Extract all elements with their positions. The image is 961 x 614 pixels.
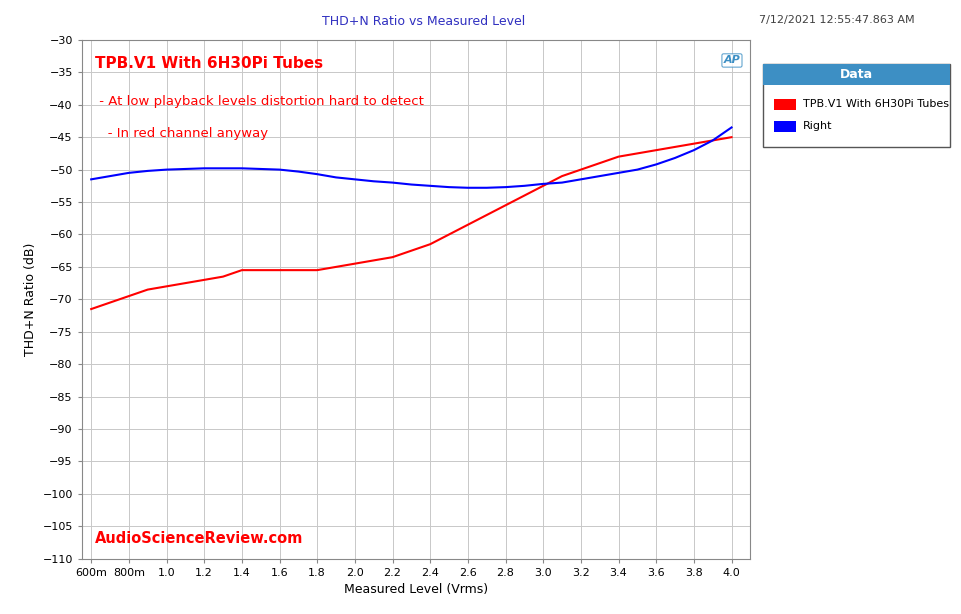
Text: THD+N Ratio vs Measured Level: THD+N Ratio vs Measured Level [321,15,525,28]
TPB.V1 With 6H30Pi Tubes [518,192,530,200]
Right [255,165,266,173]
Y-axis label: THD+N Ratio (dB): THD+N Ratio (dB) [24,243,37,356]
TPB.V1 With 6H30Pi Tubes [349,260,360,267]
TPB.V1 With 6H30Pi Tubes [424,241,435,248]
Right [461,184,473,192]
TPB.V1 With 6H30Pi Tubes [537,182,549,190]
TPB.V1 With 6H30Pi Tubes [255,266,266,274]
TPB.V1 With 6H30Pi Tubes [217,273,229,281]
TPB.V1 With 6H30Pi Tubes [575,166,586,173]
TPB.V1 With 6H30Pi Tubes [480,211,492,219]
Right [612,169,624,177]
TPB.V1 With 6H30Pi Tubes [687,140,699,147]
Right [480,184,492,192]
TPB.V1 With 6H30Pi Tubes [367,257,379,264]
TPB.V1 With 6H30Pi Tubes [180,279,191,287]
Text: 7/12/2021 12:55:47.863 AM: 7/12/2021 12:55:47.863 AM [758,15,914,25]
Right [292,168,304,175]
TPB.V1 With 6H30Pi Tubes [142,286,154,293]
Text: AP: AP [723,55,740,66]
Line: Right: Right [91,128,730,188]
Right [349,176,360,183]
Right [235,165,247,172]
Right [650,161,661,168]
Right [706,137,718,144]
Right [443,184,455,191]
TPB.V1 With 6H30Pi Tubes [499,201,510,209]
TPB.V1 With 6H30Pi Tubes [593,160,604,167]
TPB.V1 With 6H30Pi Tubes [86,305,97,313]
TPB.V1 With 6H30Pi Tubes [669,143,680,150]
Right [217,165,229,172]
Right [499,184,510,191]
TPB.V1 With 6H30Pi Tubes [292,266,304,274]
Right [86,176,97,183]
Text: TPB.V1 With 6H30Pi Tubes: TPB.V1 With 6H30Pi Tubes [802,99,949,109]
TPB.V1 With 6H30Pi Tubes [650,147,661,154]
Right [669,154,680,161]
TPB.V1 With 6H30Pi Tubes [274,266,285,274]
Right [687,147,699,154]
TPB.V1 With 6H30Pi Tubes [725,133,736,141]
Right [424,182,435,190]
TPB.V1 With 6H30Pi Tubes [706,137,718,144]
TPB.V1 With 6H30Pi Tubes [443,231,455,238]
Right [406,181,417,188]
Right [386,179,398,186]
Text: Data: Data [839,68,873,81]
TPB.V1 With 6H30Pi Tubes [104,299,115,306]
Text: TPB.V1 With 6H30Pi Tubes: TPB.V1 With 6H30Pi Tubes [95,56,323,71]
Right [123,169,135,177]
TPB.V1 With 6H30Pi Tubes [631,150,643,157]
Text: - At low playback levels distortion hard to detect: - At low playback levels distortion hard… [95,95,424,108]
Right [518,182,530,190]
TPB.V1 With 6H30Pi Tubes [123,292,135,300]
TPB.V1 With 6H30Pi Tubes [198,276,209,284]
Right [142,167,154,174]
TPB.V1 With 6H30Pi Tubes [406,247,417,254]
Right [631,166,643,173]
Right [274,166,285,173]
Right [104,173,115,180]
Text: - In red channel anyway: - In red channel anyway [95,128,268,141]
Text: AudioScienceReview.com: AudioScienceReview.com [95,530,303,546]
Right [198,165,209,172]
Right [160,166,172,173]
Right [537,180,549,187]
Right [575,176,586,183]
Right [555,179,567,186]
Text: Right: Right [802,122,832,131]
TPB.V1 With 6H30Pi Tubes [555,173,567,180]
Right [330,174,341,181]
TPB.V1 With 6H30Pi Tubes [160,282,172,290]
Right [367,177,379,185]
Line: TPB.V1 With 6H30Pi Tubes: TPB.V1 With 6H30Pi Tubes [91,137,730,309]
TPB.V1 With 6H30Pi Tubes [330,263,341,271]
Right [311,171,323,178]
TPB.V1 With 6H30Pi Tubes [386,254,398,261]
TPB.V1 With 6H30Pi Tubes [461,221,473,228]
Right [180,165,191,173]
TPB.V1 With 6H30Pi Tubes [235,266,247,274]
Right [593,173,604,180]
X-axis label: Measured Level (Vrms): Measured Level (Vrms) [344,583,487,596]
TPB.V1 With 6H30Pi Tubes [612,153,624,160]
TPB.V1 With 6H30Pi Tubes [311,266,323,274]
Right [725,124,736,131]
